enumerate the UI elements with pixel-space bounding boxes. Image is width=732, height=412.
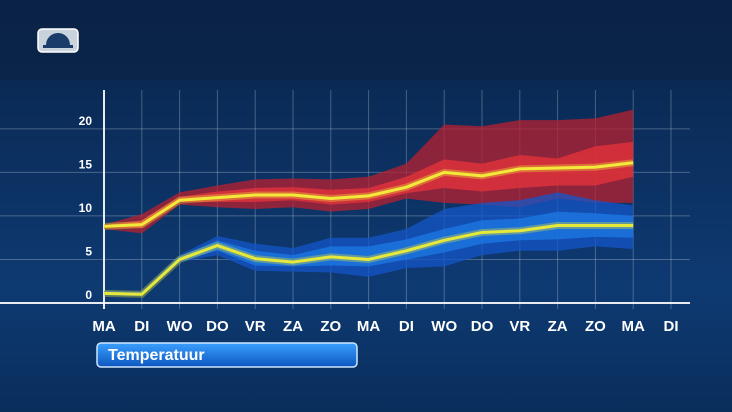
plot: MA DI WO DO VR ZA ZO MA DI WO DO VR ZA ZO MA DI 0 5 10 15 20 <box>0 90 690 335</box>
x-tick-label: MA <box>92 318 115 335</box>
x-tick-label: MA <box>622 318 645 335</box>
y-tick-label: 10 <box>79 201 93 215</box>
range-band <box>104 141 634 229</box>
x-tick-label: WO <box>431 318 457 335</box>
y-tick-label: 5 <box>85 245 92 259</box>
x-tick-label: DI <box>399 318 414 335</box>
x-tick-label: DI <box>134 318 149 335</box>
x-tick-label: MA <box>357 318 380 335</box>
title-box <box>96 342 358 368</box>
x-tick-label: DO <box>471 318 494 335</box>
logo <box>37 28 79 53</box>
line <box>103 223 634 296</box>
y-tick-label: 20 <box>79 114 93 128</box>
x-tick-label: DO <box>206 318 229 335</box>
x-tick-label: ZA <box>283 318 303 335</box>
x-tick-label: WO <box>167 318 193 335</box>
y-tick-label: 15 <box>79 158 93 172</box>
y-tick-label: 0 <box>85 288 92 302</box>
x-tick-label: ZO <box>320 318 341 335</box>
x-tick-label: VR <box>509 318 530 335</box>
range-band <box>104 192 634 297</box>
header-band <box>0 0 732 80</box>
x-tick-label: ZO <box>585 318 606 335</box>
chart-title: Temperatuur <box>108 347 205 364</box>
x-tick-label: DI <box>664 318 679 335</box>
x-tick-label: VR <box>245 318 266 335</box>
x-tick-label: ZA <box>548 318 568 335</box>
line <box>103 161 634 228</box>
